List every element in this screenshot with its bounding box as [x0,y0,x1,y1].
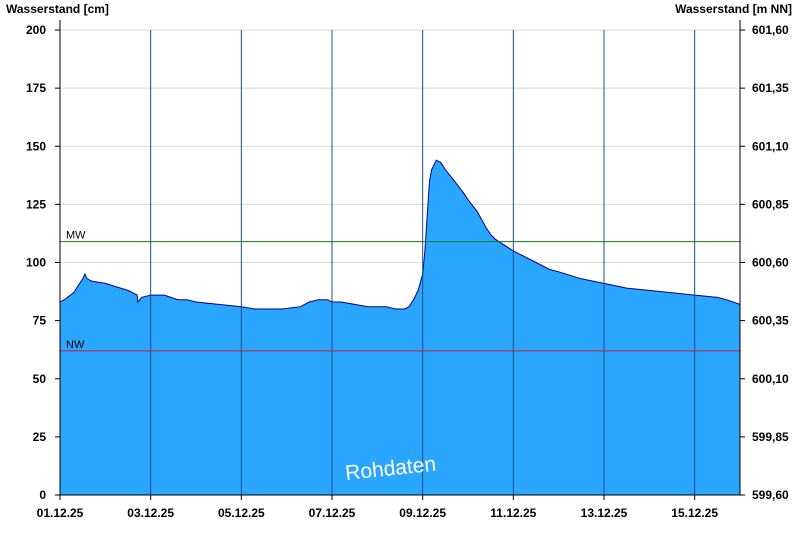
x-tick-label: 07.12.25 [309,506,356,520]
y-tick-label-right: 600,60 [752,256,789,270]
y-tick-label-left: 25 [33,430,47,444]
x-tick-label: 13.12.25 [581,506,628,520]
y-tick-label-left: 0 [39,488,46,502]
y-tick-label-right: 601,10 [752,139,789,153]
x-tick-label: 09.12.25 [399,506,446,520]
y-tick-label-right: 600,35 [752,314,789,328]
y-tick-label-right: 600,85 [752,197,789,211]
y-tick-label-right: 599,60 [752,488,789,502]
reference-lines: MW NW [60,230,740,352]
water-level-area [60,160,740,495]
x-tick-label: 15.12.25 [671,506,718,520]
x-tick-label: 05.12.25 [218,506,265,520]
series-layer [59,159,741,495]
x-tick-label: 03.12.25 [127,506,174,520]
y-tick-label-left: 200 [26,23,46,37]
reference-label-mw: MW [66,230,86,242]
x-tick-label: 11.12.25 [490,506,536,520]
water-level-line [59,159,741,310]
axes: 01.12.25 03.12.25 05.12.25 07.12.25 09.12.25… [26,20,789,520]
y-tick-label-left: 75 [33,314,47,328]
y-tick-label-right: 601,60 [752,23,789,37]
right-axis-title: Wasserstand [m NN] [675,2,792,16]
y-tick-label-right: 600,10 [752,372,789,386]
y-tick-label-left: 150 [26,139,46,153]
y-tick-label-right: 599,85 [752,430,789,444]
x-tick-label: 01.12.25 [37,506,84,520]
y-tick-label-left: 175 [26,81,46,95]
reference-label-nw: NW [66,339,85,351]
y-tick-label-left: 50 [33,372,47,386]
y-tick-label-left: 100 [26,256,46,270]
left-axis-title: Wasserstand [cm] [6,2,109,16]
y-tick-label-left: 125 [26,197,46,211]
vertical-grid [150,30,696,495]
y-tick-label-right: 601,35 [752,81,789,95]
